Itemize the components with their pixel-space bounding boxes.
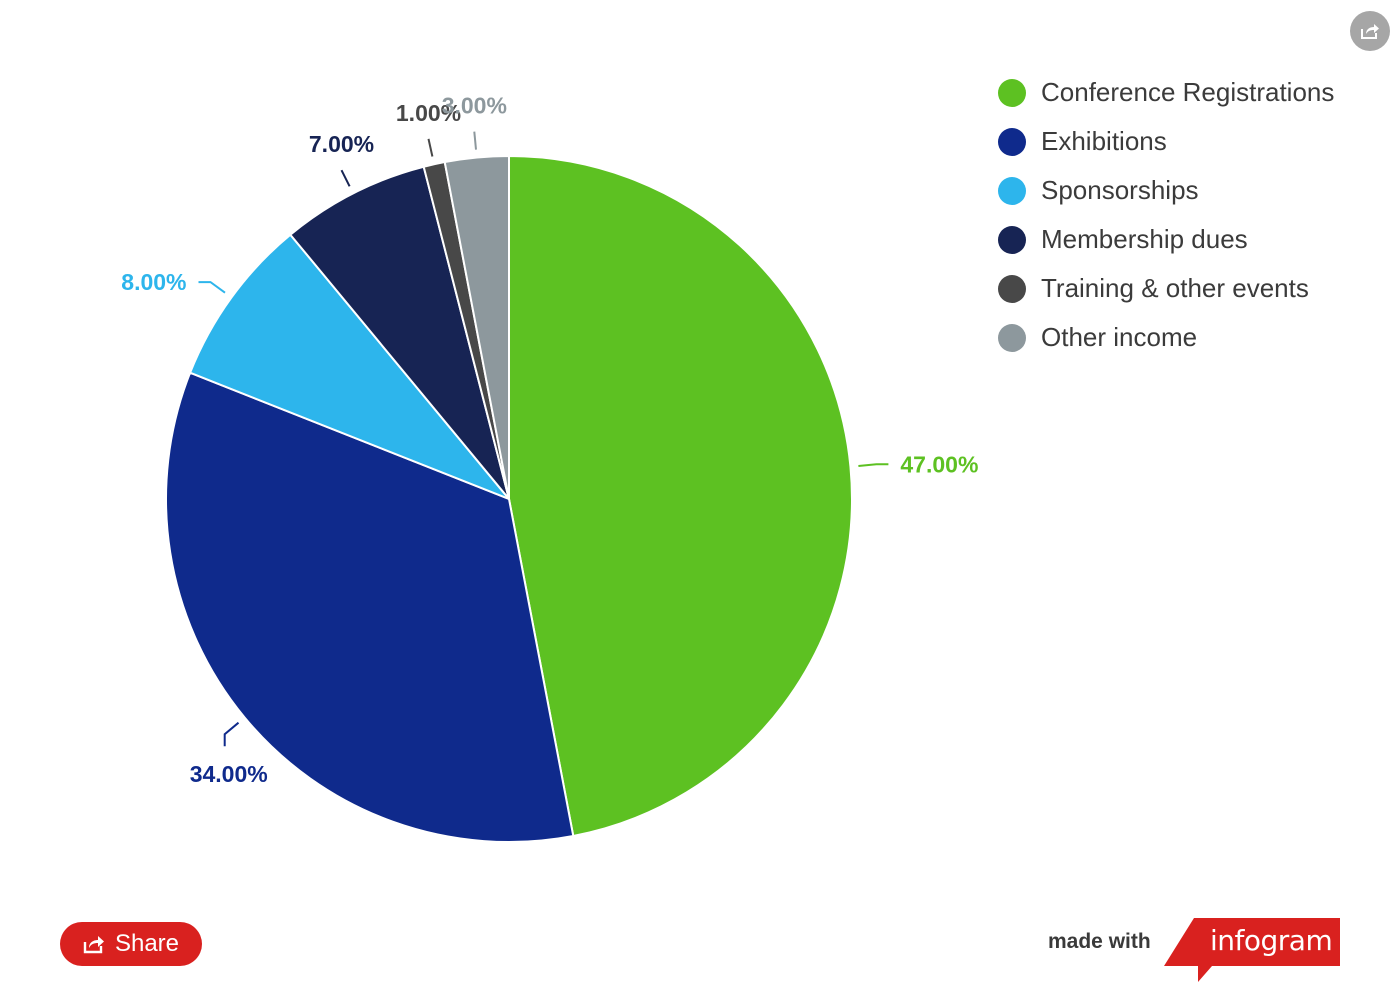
share-icon (1361, 24, 1379, 39)
legend-swatch (998, 127, 1026, 156)
share-button-label: Share (114, 930, 180, 957)
pie-data-label-4: 1.00% (396, 100, 461, 126)
legend-item[interactable]: Membership dues (998, 215, 1334, 264)
pie-slice-5[interactable] (443, 154, 510, 500)
infogram-logo[interactable]: infogram (1164, 918, 1340, 986)
pie-slices (165, 154, 853, 843)
pie-slice-0[interactable] (508, 154, 853, 838)
pie-labels: 47.00% 34.00% 8.00% 7.00% 1.00%3.00% (121, 93, 978, 788)
legend-item[interactable]: Training & other events (998, 264, 1334, 313)
infogram-logo-text: infogram (1210, 924, 1333, 957)
pie-slice-2[interactable] (188, 233, 510, 500)
legend-label: Training & other events (1041, 273, 1309, 303)
legend-swatch (998, 323, 1026, 352)
infogram-logo-shape (1164, 918, 1340, 982)
pie-leader-line-2 (198, 281, 226, 294)
legend-swatch (998, 274, 1026, 303)
pie-leader-line-5 (473, 131, 477, 150)
pie-data-label-3: 7.00% (309, 131, 374, 157)
legend-item[interactable]: Exhibitions (998, 117, 1334, 166)
legend-label: Exhibitions (1041, 126, 1167, 156)
legend-item[interactable]: Sponsorships (998, 166, 1334, 215)
share-button[interactable]: Share (60, 922, 202, 966)
pie-data-label-2: 8.00% (121, 269, 186, 295)
pie-leader-line-4 (427, 138, 434, 157)
pie-leader-line-3 (340, 169, 351, 187)
legend-item[interactable]: Other income (998, 313, 1334, 362)
made-with-text: made with (1048, 930, 1151, 953)
legend-item[interactable]: Conference Registrations (998, 68, 1334, 117)
legend-swatch (998, 78, 1026, 107)
pie-data-label-5: 3.00% (442, 93, 507, 119)
pie-leader-line-1 (223, 721, 240, 747)
pie-slice-3[interactable] (288, 165, 510, 500)
pie-data-label-1: 34.00% (190, 761, 268, 787)
pie-leader-line-0 (858, 463, 889, 467)
legend-label: Membership dues (1041, 224, 1248, 254)
share-icon (83, 936, 104, 954)
legend-label: Sponsorships (1041, 175, 1199, 205)
legend-swatch (998, 176, 1026, 205)
pie-slice-1[interactable] (165, 371, 575, 843)
legend-label: Conference Registrations (1041, 77, 1335, 107)
pie-data-label-0: 47.00% (900, 451, 978, 477)
legend-label: Other income (1041, 322, 1198, 352)
legend-swatch (998, 225, 1026, 254)
chart-legend: Conference Registrations Exhibitions Spons… (998, 68, 1334, 362)
corner-share-button[interactable] (1350, 11, 1390, 51)
